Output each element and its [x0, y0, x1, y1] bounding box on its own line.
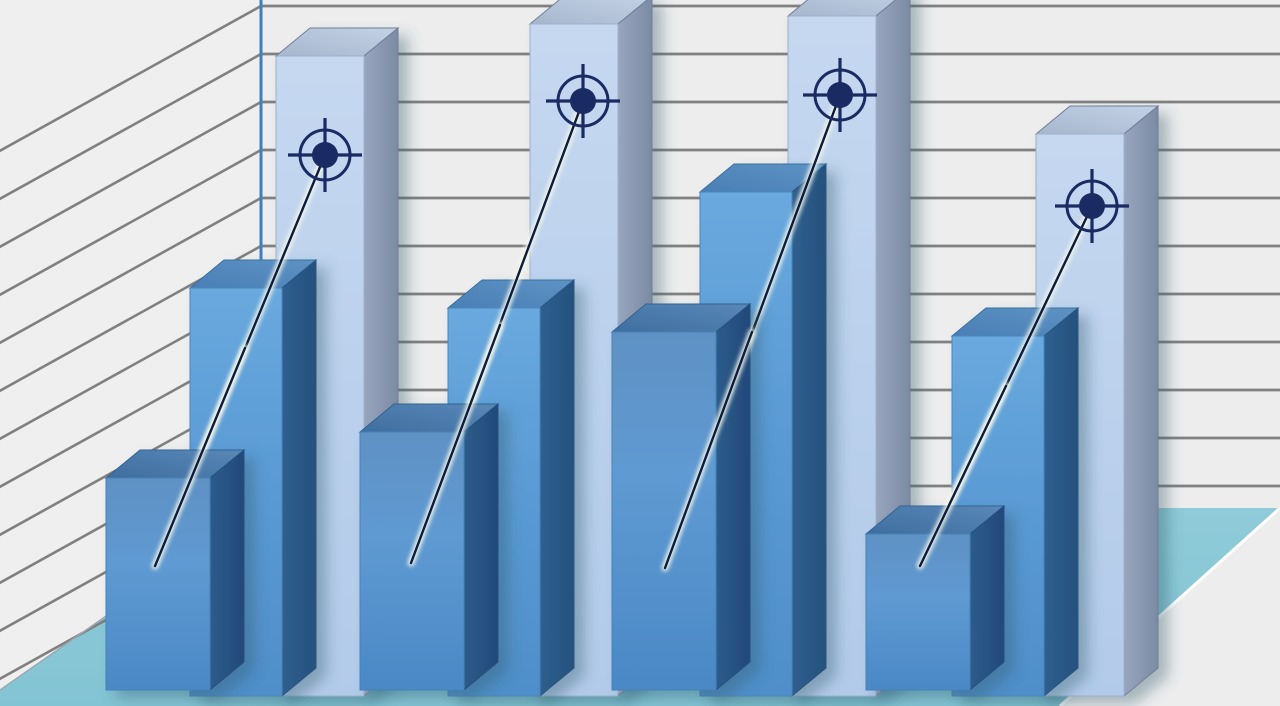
bar-mid-1-side	[281, 258, 317, 698]
bar-front-3-side	[715, 302, 751, 692]
target-marker-3[interactable]	[803, 58, 877, 132]
bar-front-1-side	[209, 448, 245, 692]
bar-front-2-side	[463, 402, 499, 692]
bar-front-1-front	[105, 477, 211, 691]
bar-mid-4-side	[1043, 306, 1079, 698]
growth-arrow-layer-front	[151, 321, 1010, 572]
bar-front-3[interactable]	[610, 302, 752, 692]
bar-back-4-side	[1123, 104, 1159, 698]
bar-front-3-front	[611, 331, 717, 691]
growth-arrow-1	[151, 344, 249, 570]
target-marker-layer	[288, 58, 1129, 243]
growth-arrow-4	[916, 382, 1010, 570]
target-marker-2[interactable]	[546, 64, 620, 138]
bar-front-2[interactable]	[358, 402, 500, 692]
bar-mid-3-side	[791, 162, 827, 698]
growth-arrow-2	[407, 321, 504, 567]
target-marker-1[interactable]	[288, 118, 362, 192]
growth-arrow-3	[661, 328, 756, 572]
bar-front-1[interactable]	[104, 448, 246, 692]
bar-mid-2-side	[539, 278, 575, 698]
bar-front-4-side	[969, 504, 1005, 692]
bar-front-4[interactable]	[864, 504, 1006, 692]
bar-front-4-front	[865, 533, 971, 691]
target-marker-4[interactable]	[1055, 169, 1129, 243]
